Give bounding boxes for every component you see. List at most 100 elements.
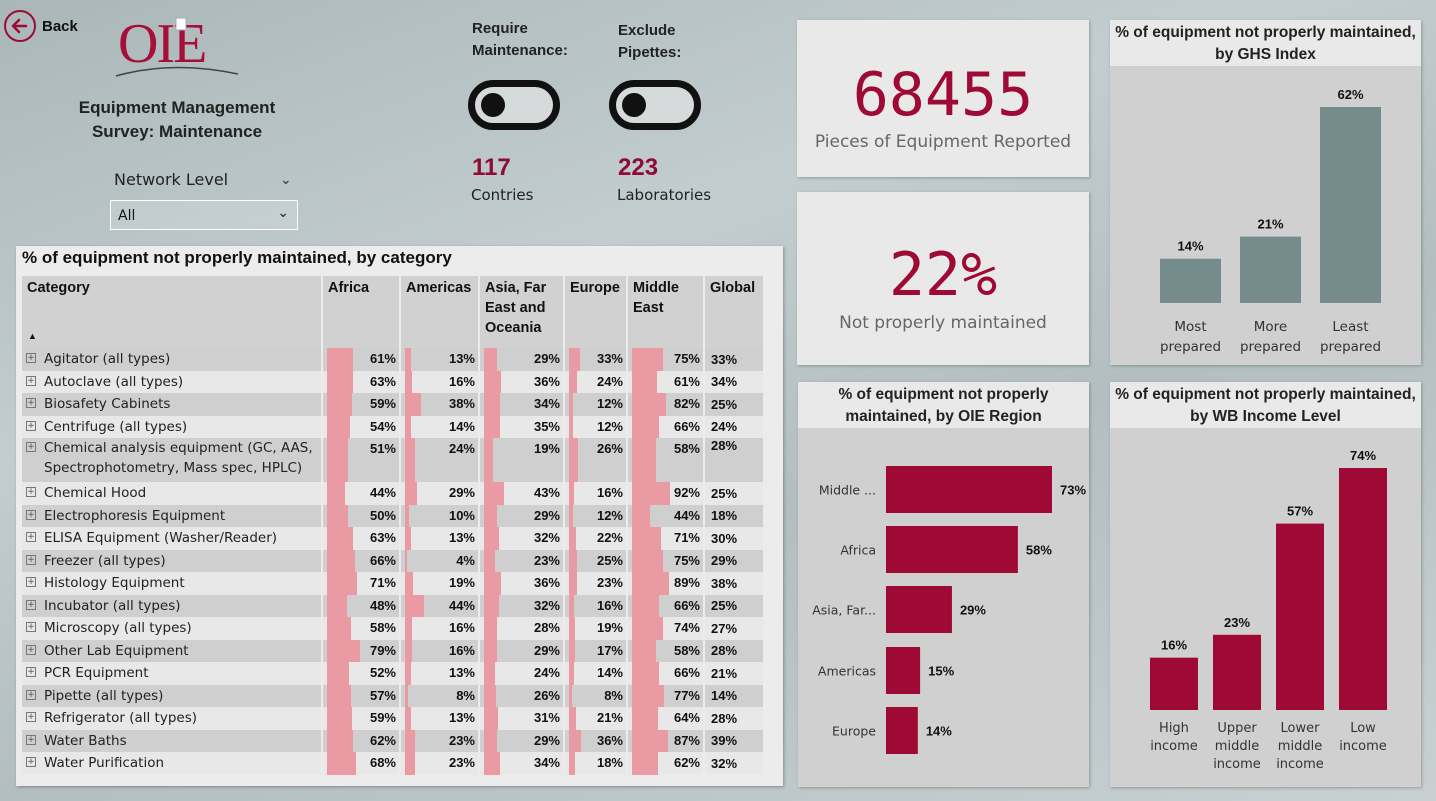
exclude-pipettes-toggle[interactable]	[609, 80, 701, 130]
table-row[interactable]: + Pipette (all types) 57% 8% 26% 8% 77% 14%	[22, 684, 765, 707]
expand-icon[interactable]: +	[26, 554, 36, 565]
cell-africa: 61%	[322, 348, 401, 371]
table-row[interactable]: + Water Purification 68% 23% 34% 18% 62% 32%	[22, 752, 765, 775]
network-level-dropdown[interactable]: All ⌄	[110, 200, 298, 230]
data-bar	[484, 594, 499, 617]
expand-icon[interactable]: +	[26, 689, 36, 700]
expand-icon[interactable]: +	[26, 442, 36, 452]
category-cell: + Refrigerator (all types)	[22, 707, 323, 730]
data-label: 74%	[1350, 448, 1376, 463]
col-header-middle-east[interactable]: Middle East	[627, 276, 705, 348]
cell-americas: 24%	[400, 438, 480, 482]
data-bar	[327, 527, 353, 550]
require-maintenance-toggle[interactable]	[468, 80, 560, 130]
data-bar	[569, 752, 575, 775]
cell-europe: 36%	[564, 729, 628, 752]
col-header-category[interactable]: Category ▲	[22, 276, 323, 348]
expand-icon[interactable]: +	[26, 375, 36, 386]
expand-icon[interactable]: +	[26, 577, 36, 588]
table-row[interactable]: + Freezer (all types) 66% 4% 23% 25% 75% 29%	[22, 549, 765, 572]
cell-value: 32%	[533, 597, 560, 613]
chevron-down-icon[interactable]: ⌄	[280, 172, 292, 188]
bar	[886, 526, 1018, 573]
table-row[interactable]: + Autoclave (all types) 63% 16% 36% 24% 61% 34%	[22, 370, 765, 393]
table-row[interactable]: + PCR Equipment 52% 13% 24% 14% 66% 21%	[22, 662, 765, 685]
table-row[interactable]: + Other Lab Equipment 79% 16% 29% 17% 58% 28%	[22, 639, 765, 662]
require-maintenance-line1: Require	[472, 20, 528, 37]
cell-asia: 36%	[479, 572, 565, 595]
data-bar	[569, 527, 576, 550]
cell-global: 14%	[704, 684, 765, 707]
expand-icon[interactable]: +	[26, 487, 36, 498]
data-label: 15%	[928, 664, 954, 679]
table-row[interactable]: + Electrophoresis Equipment 50% 10% 29% 12% 44…	[22, 504, 765, 527]
data-bar	[405, 527, 411, 550]
cell-mideast: 62%	[627, 752, 705, 775]
expand-icon[interactable]: +	[26, 667, 36, 678]
not-maintained-value: 22%	[888, 240, 998, 310]
expand-icon[interactable]: +	[26, 734, 36, 745]
cell-mideast: 61%	[627, 370, 705, 393]
data-label: 23%	[1224, 615, 1250, 630]
category-name: Incubator (all types)	[44, 596, 181, 616]
sort-ascending-icon[interactable]: ▲	[28, 331, 37, 341]
bar	[1320, 107, 1381, 303]
expand-icon[interactable]: +	[26, 509, 36, 520]
income-chart-card: % of equipment not properly maintained, …	[1110, 382, 1421, 787]
cell-value: 63%	[369, 530, 396, 545]
table-row[interactable]: + Water Baths 62% 23% 29% 36% 87% 39%	[22, 729, 765, 752]
col-header-asia[interactable]: Asia, Far East and Oceania	[479, 276, 565, 348]
cell-global: 21%	[704, 662, 765, 685]
cell-value: 14%	[596, 665, 623, 680]
category-cell: + Biosafety Cabinets	[22, 393, 323, 416]
expand-icon[interactable]: +	[26, 420, 36, 431]
col-header-global[interactable]: Global	[704, 276, 765, 348]
expand-icon[interactable]: +	[26, 599, 36, 610]
cell-value: 35%	[533, 418, 560, 434]
category-name-line1: Histology Equipment	[44, 575, 185, 592]
table-row[interactable]: + Histology Equipment 71% 19% 36% 23% 89% 38%	[22, 572, 765, 595]
cell-value: 64%	[673, 710, 700, 725]
table-row[interactable]: + Biosafety Cabinets 59% 38% 34% 12% 82% 25%	[22, 393, 765, 416]
ghs-chart: 14% Most prepared 21% More prepared 62% Least pr…	[1160, 87, 1381, 355]
category-name: Refrigerator (all types)	[44, 708, 197, 728]
cell-value: 75%	[673, 351, 700, 366]
data-bar	[405, 549, 407, 572]
category-name: Other Lab Equipment	[44, 641, 189, 661]
data-label: 14%	[1177, 239, 1203, 254]
expand-icon[interactable]: +	[26, 622, 36, 633]
expand-icon[interactable]: +	[26, 532, 36, 543]
table-row[interactable]: + ELISA Equipment (Washer/Reader) 63% 13% 32…	[22, 527, 765, 550]
cell-value: 38%	[448, 396, 475, 411]
cell-asia: 29%	[479, 348, 565, 371]
cell-global: 30%	[704, 527, 765, 550]
table-row[interactable]: + Chemical Hood 44% 29% 43% 16% 92% 25%	[22, 482, 765, 505]
data-bar	[405, 438, 415, 482]
table-row[interactable]: + Microscopy (all types) 58% 16% 28% 19% 74% 27…	[22, 617, 765, 640]
cell-europe: 8%	[564, 684, 628, 707]
back-button[interactable]: Back	[4, 10, 78, 42]
table-row[interactable]: + Centrifuge (all types) 54% 14% 35% 12% 66% 24…	[22, 415, 765, 438]
equipment-count: 68455	[852, 60, 1034, 130]
expand-icon[interactable]: +	[26, 353, 36, 364]
cell-value: 13%	[448, 710, 475, 725]
table-row[interactable]: + Refrigerator (all types) 59% 13% 31% 21% 64%…	[22, 707, 765, 730]
expand-icon[interactable]: +	[26, 644, 36, 655]
expand-icon[interactable]: +	[26, 398, 36, 409]
col-header-africa[interactable]: Africa	[322, 276, 401, 348]
data-bar	[327, 549, 355, 572]
category-label: Most prepared	[1160, 319, 1221, 355]
table-row[interactable]: + Chemical analysis equipment (GC, AAS, Sp…	[22, 438, 765, 482]
data-bar	[569, 438, 578, 482]
table-row[interactable]: + Incubator (all types) 48% 44% 32% 16% 66% 25%	[22, 594, 765, 617]
expand-icon[interactable]: +	[26, 757, 36, 768]
data-bar	[327, 370, 353, 393]
table-row[interactable]: + Agitator (all types) 61% 13% 29% 33% 75% 33%	[22, 348, 765, 371]
data-bar	[327, 684, 351, 707]
expand-icon[interactable]: +	[26, 712, 36, 723]
cell-mideast: 77%	[627, 684, 705, 707]
col-header-europe[interactable]: Europe	[564, 276, 628, 348]
back-label: Back	[42, 17, 78, 35]
col-header-americas[interactable]: Americas	[400, 276, 480, 348]
data-bar	[405, 662, 411, 685]
